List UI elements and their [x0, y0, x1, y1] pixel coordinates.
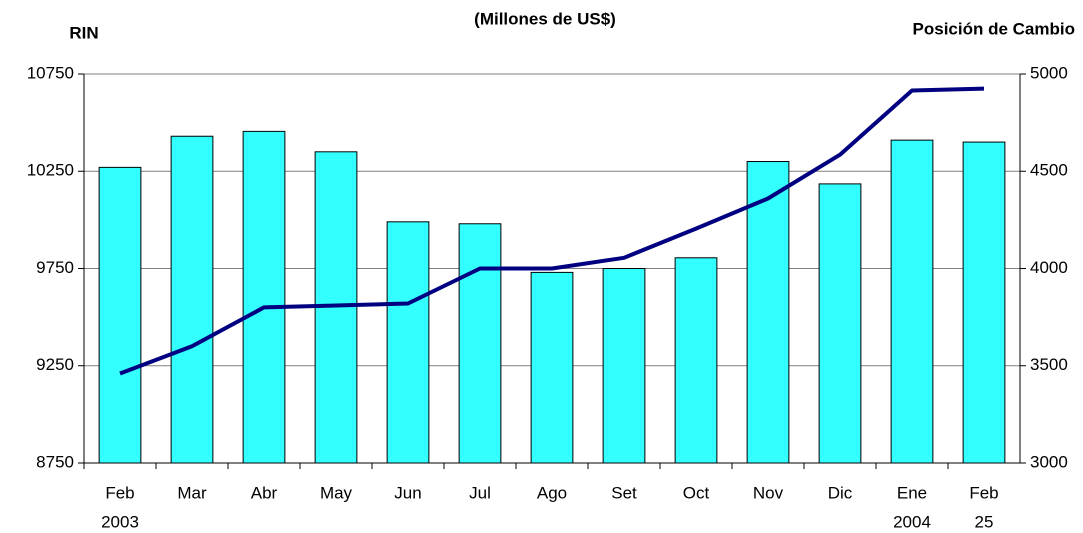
y-tick-label: 9750	[36, 258, 74, 277]
x-tick-label: Jul	[469, 483, 491, 502]
x-tick-label: Dic	[828, 483, 853, 502]
y2-tick-label: 4000	[1030, 258, 1068, 277]
y-tick-label: 10250	[27, 161, 74, 180]
bar	[98, 166, 142, 464]
bar	[602, 268, 646, 464]
x-tick-label: Set	[611, 483, 637, 502]
bar	[746, 161, 790, 464]
x-tick-sublabel: 25	[975, 512, 994, 531]
y2-tick-label: 4500	[1030, 161, 1068, 180]
y2-axis-label: Posición de Cambio	[913, 19, 1075, 38]
x-tick-label: Abr	[251, 483, 278, 502]
y2-tick-label: 3500	[1030, 355, 1068, 374]
bar	[818, 183, 862, 464]
bar	[458, 223, 502, 464]
bar	[674, 257, 718, 464]
bar	[170, 135, 214, 464]
y-tick-label: 10750	[27, 63, 74, 82]
x-tick-sublabel: 2003	[101, 512, 139, 531]
x-tick-label: Mar	[177, 483, 207, 502]
x-tick-sublabel: 2004	[893, 512, 931, 531]
x-tick-label: Ago	[537, 483, 567, 502]
chart-title: (Millones de US$)	[474, 9, 616, 28]
x-tick-label: Ene	[897, 483, 927, 502]
x-tick-label: Nov	[753, 483, 784, 502]
line	[119, 86, 985, 376]
x-tick-label: Oct	[683, 483, 710, 502]
bar	[386, 221, 430, 464]
y-tick-label: 9250	[36, 355, 74, 374]
x-tick-label: Feb	[969, 483, 998, 502]
x-tick-label: Jun	[394, 483, 421, 502]
x-tick-label: Feb	[105, 483, 134, 502]
bar	[890, 139, 934, 464]
bar	[530, 271, 574, 464]
x-tick-label: May	[320, 483, 353, 502]
y2-tick-label: 5000	[1030, 63, 1068, 82]
y2-tick-label: 3000	[1030, 452, 1068, 471]
y-tick-label: 8750	[36, 452, 74, 471]
y-axis-label: RIN	[69, 23, 98, 42]
bar	[962, 141, 1006, 464]
bar	[242, 130, 286, 464]
